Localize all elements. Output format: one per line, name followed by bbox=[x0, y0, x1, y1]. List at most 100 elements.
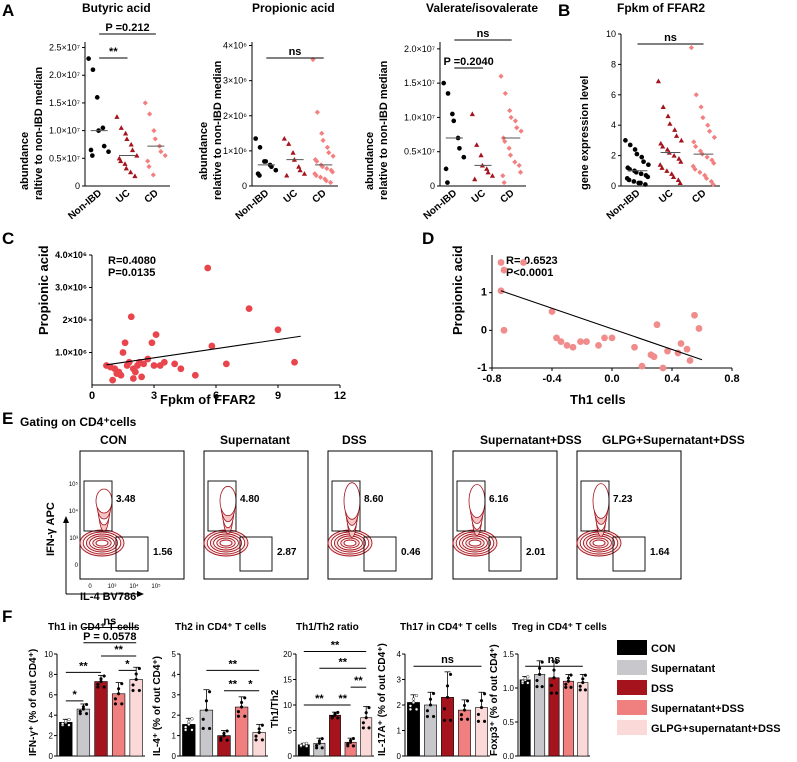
panel-c-point-29 bbox=[291, 358, 298, 366]
dotplot-2-point-0-7 bbox=[443, 166, 449, 172]
panel-b-title: Fpkm of FFAR2 bbox=[617, 1, 705, 15]
panel-d-point-16 bbox=[638, 362, 646, 370]
flow-title-dss: DSS bbox=[342, 433, 367, 447]
dotplot-3-point-2-20 bbox=[710, 181, 716, 188]
dotplot-0-point-0-8 bbox=[89, 153, 95, 158]
panel-a2-sig-top-label: ns bbox=[289, 46, 302, 58]
panel-letter-e: E bbox=[2, 409, 13, 428]
flow-plot-3-frame bbox=[452, 450, 558, 580]
panel-d-xtick-label-0: -0.8 bbox=[483, 373, 502, 385]
panel-f-bar-0-dot-3-0 bbox=[113, 702, 118, 706]
panel-d-point-24 bbox=[683, 345, 691, 353]
panel-f-bar-1-dot-1-4 bbox=[204, 699, 208, 703]
panel-f-bar-1-dot-1-2 bbox=[207, 690, 212, 694]
dotplot-2-point-0-0 bbox=[441, 80, 447, 86]
dotplot-2-point-1-6 bbox=[489, 173, 496, 178]
panel-f-bar-4-bar-0 bbox=[519, 679, 531, 757]
panel-d-fit-line bbox=[500, 290, 703, 361]
panel-f-bar-1-dot-4-4 bbox=[257, 727, 261, 731]
dotplot-3-point-0-6 bbox=[646, 162, 651, 168]
panel-f-bar-3-dot-2-4 bbox=[445, 684, 450, 688]
dotplot-0-point-0-7 bbox=[88, 147, 94, 153]
legend-label-supdss: Supernatant+DSS bbox=[651, 703, 744, 715]
dotplot-3-tick-label-3: 6 bbox=[611, 90, 616, 100]
panel-f-bar-1-dot-0-5 bbox=[190, 728, 194, 732]
panel-f-bar-4-dot-1-0 bbox=[535, 685, 539, 689]
panel-f-bar-2-dot-1-3 bbox=[314, 743, 319, 748]
panel-f-bar-3-bar-0 bbox=[407, 702, 420, 757]
dotplot-0-point-2-8 bbox=[146, 164, 152, 170]
dotplot-3-point-0-18 bbox=[638, 180, 643, 186]
panel-c-ytick-label-2: 3.0×10⁶ bbox=[55, 283, 87, 293]
dotplot-1-point-2-17 bbox=[322, 176, 328, 182]
dotplot-1-point-2-8 bbox=[314, 158, 320, 165]
dotplot-3-point-1-7 bbox=[658, 140, 664, 146]
dotplot-0-point-1-0 bbox=[114, 114, 120, 119]
panel-f-bar-1-tick-label-5: 5 bbox=[172, 650, 177, 659]
panel-f-legend: CON Supernatant DSS Supernatant+DSS GLPG… bbox=[617, 640, 781, 735]
dotplot-2-tick-label-4: 2.0×10⁷ bbox=[404, 44, 435, 54]
panel-d-point-21 bbox=[664, 347, 671, 355]
panel-f-bar-1-dot-2-4 bbox=[222, 731, 226, 735]
flow-plot-3-th2-value: 2.01 bbox=[526, 547, 546, 558]
dotplot-0-point-1-8 bbox=[118, 158, 124, 164]
panel-a3-sig-bottom-label: P =0.2040 bbox=[444, 56, 494, 68]
panel-f-bar-4-dot-0-2 bbox=[526, 675, 530, 679]
dotplot-2-point-2-8 bbox=[502, 138, 508, 145]
panel-f-bar-1-dot-3-5 bbox=[243, 714, 247, 718]
flow-plot-4-th1-value: 7.23 bbox=[613, 494, 633, 505]
panel-d-xtick-label-4: 0.8 bbox=[724, 373, 739, 385]
panel-letter-f: F bbox=[2, 607, 12, 626]
panel-f-bar-1-dot-2-2 bbox=[225, 729, 229, 733]
dotplot-1-point-2-3 bbox=[320, 137, 326, 143]
dotplot-1-point-2-15 bbox=[313, 172, 319, 179]
panel-c-point-31 bbox=[138, 373, 146, 381]
dotplot-1-tick-label-2: 2×10⁶ bbox=[223, 111, 247, 121]
dotplot-1-tick-label-3: 3×10⁶ bbox=[223, 76, 247, 86]
panel-f-bar-1-sig-2-label: * bbox=[248, 679, 253, 691]
panel-f-bar-3-dot-2-3 bbox=[442, 707, 447, 711]
dotplot-2-point-0-8 bbox=[445, 180, 450, 185]
dotplot-3-point-1-19 bbox=[675, 177, 681, 182]
legend-swatch-supernatant bbox=[617, 660, 647, 675]
panel-f-bar-2-dot-0-2 bbox=[305, 741, 309, 746]
panel-f-bar-3-dot-4-1 bbox=[479, 705, 484, 710]
panel-f-bar-2-dot-1-5 bbox=[320, 746, 324, 750]
dotplot-2-point-2-2 bbox=[507, 107, 513, 114]
flow-title-supernatant: Supernatant bbox=[220, 433, 290, 447]
dotplot-3-point-1-11 bbox=[671, 153, 677, 158]
panel-f-bar-3-dot-0-1 bbox=[411, 700, 416, 705]
dotplot-3-point-1-16 bbox=[664, 168, 670, 173]
dotplot-2-point-2-11 bbox=[512, 159, 518, 165]
panel-a1-ylabel-1: abundance bbox=[19, 132, 31, 190]
panel-a-title-butyric: Butyric acid bbox=[82, 1, 151, 15]
panel-f-bar-1-dot-3-0 bbox=[236, 714, 241, 718]
dotplot-0-tick-label-1: 0.5×10⁷ bbox=[49, 153, 80, 163]
panel-f-bar-4-dot-2-5 bbox=[554, 691, 559, 695]
dotplot-2-point-1-1 bbox=[474, 142, 480, 147]
flow-ytick-label-0: 10⁵ bbox=[69, 481, 79, 488]
panel-f-bar-3-tick-label-3: 3 bbox=[397, 676, 402, 685]
panel-f-bar-4-dot-0-5 bbox=[526, 681, 530, 685]
panel-f-bar-1-dot-0-0 bbox=[184, 728, 188, 732]
dotplot-3-point-1-9 bbox=[664, 146, 671, 152]
dotplot-3-point-0-13 bbox=[645, 174, 651, 180]
panel-f-bar-0-tick-label-3: 6 bbox=[49, 691, 54, 700]
panel-c-xlabel: Fpkm of FFAR2 bbox=[160, 392, 255, 407]
dotplot-0-point-1-9 bbox=[122, 161, 128, 166]
panel-d-point-26 bbox=[691, 311, 698, 319]
dotplot-3-point-0-4 bbox=[639, 154, 645, 160]
dotplot-0-point-2-2 bbox=[151, 128, 157, 134]
flow-plot-2-th2-value: 0.46 bbox=[401, 547, 421, 558]
dotplot-3-point-2-3 bbox=[700, 115, 706, 121]
panel-f-bar-0-sig-3-label: ** bbox=[114, 644, 123, 656]
panel-f-bar-3-dot-2-5 bbox=[448, 718, 453, 722]
legend-label-supernatant: Supernatant bbox=[651, 663, 716, 675]
dotplot-3-point-2-5 bbox=[706, 128, 713, 134]
dotplot-3-point-2-0 bbox=[688, 45, 695, 51]
dotplot-0-tick-label-5: 2.5×10⁷ bbox=[49, 43, 80, 53]
panel-f-bar-4-dot-4-5 bbox=[583, 688, 587, 692]
dotplot-2-tick-label-1: 0.5×10⁷ bbox=[404, 147, 435, 157]
panel-f-bar-3-tick-label-2: 2 bbox=[397, 701, 402, 710]
panel-f-bar-1-dot-0-2 bbox=[190, 717, 194, 721]
